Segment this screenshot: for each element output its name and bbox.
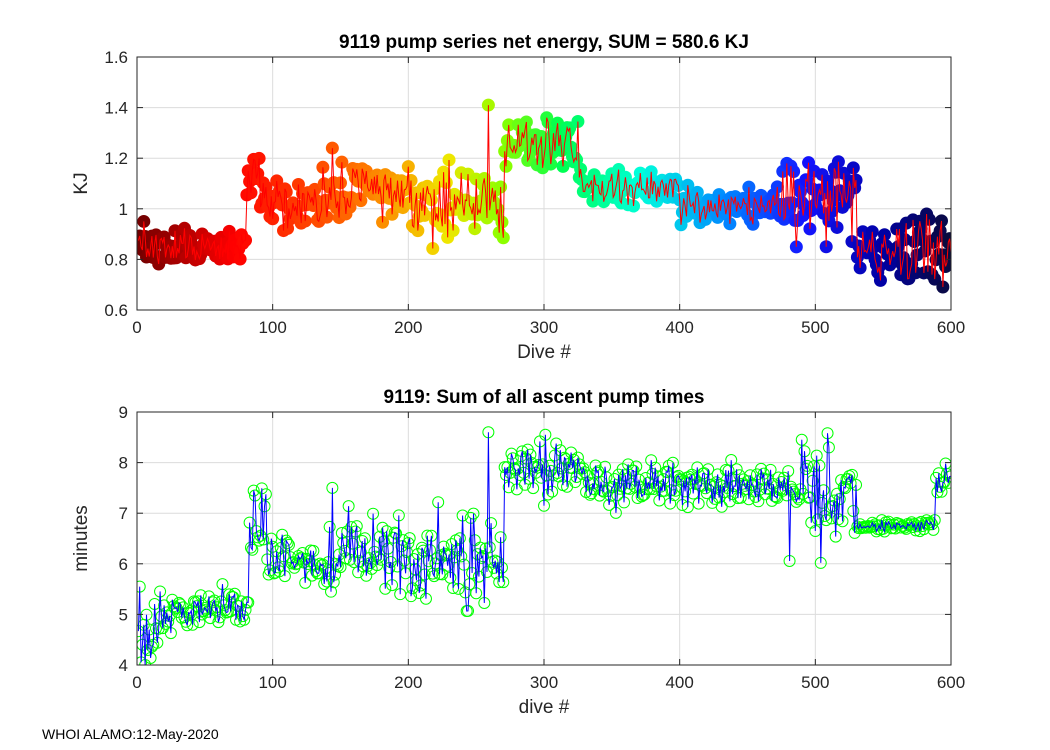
x-tick-label: 200 [394, 673, 422, 692]
x-axis-label: Dive # [517, 342, 571, 363]
data-point [281, 536, 294, 549]
data-point [315, 559, 328, 572]
x-tick-label: 400 [665, 673, 693, 692]
data-point [586, 477, 599, 490]
data-point [239, 603, 252, 616]
x-tick-label: 600 [937, 318, 965, 337]
data-point [943, 232, 951, 246]
data-point [388, 526, 401, 539]
data-point [926, 518, 939, 531]
data-point [855, 522, 868, 535]
x-tick-label: 100 [258, 673, 286, 692]
y-tick-label: 9 [119, 403, 128, 422]
data-point [181, 619, 194, 632]
series-line [137, 432, 951, 665]
chart-title: 9119: Sum of all ascent pump times [384, 387, 705, 408]
x-tick-label: 500 [801, 673, 829, 692]
y-tick-label: 7 [119, 504, 128, 523]
footer-credit: WHOI ALAMO:12-May-2020 [42, 726, 219, 742]
data-point [679, 485, 692, 498]
data-point [428, 570, 441, 583]
data-point [426, 242, 440, 256]
data-point [442, 153, 456, 167]
data-point [927, 523, 940, 536]
x-tick-label: 200 [394, 318, 422, 337]
chart-1: 0 100 200 300 400 500 600 4 5 6 7 8 9 9119: Sum of al… [71, 387, 965, 718]
y-tick-label: 6 [119, 555, 128, 574]
data-point [604, 489, 617, 502]
data-point [481, 98, 495, 112]
data-point [212, 616, 225, 629]
data-point [945, 470, 951, 483]
chart-0: 0 100 200 300 400 500 600 0.6 0.8 1 1.2 1.4 1.6 9119 … [71, 32, 965, 363]
data-point [238, 613, 251, 626]
x-tick-label: 300 [530, 318, 558, 337]
y-tick-label: 1.4 [104, 99, 128, 118]
data-point [506, 452, 519, 465]
y-tick-label: 0.6 [104, 301, 128, 320]
data-point [603, 498, 616, 511]
x-tick-label: 0 [132, 673, 141, 692]
x-tick-label: 600 [937, 673, 965, 692]
y-axis-label: KJ [71, 172, 92, 194]
data-point [411, 224, 425, 238]
data-point [361, 560, 374, 573]
y-tick-label: 1.2 [104, 149, 128, 168]
data-group [137, 98, 951, 294]
x-axis-label: dive # [519, 697, 570, 718]
y-tick-label: 8 [119, 454, 128, 473]
data-point [301, 558, 314, 571]
series-line [137, 105, 951, 288]
x-tick-label: 500 [801, 318, 829, 337]
y-axis-label: minutes [71, 505, 92, 572]
chart-title: 9119 pump series net energy, SUM = 580.6… [339, 32, 749, 53]
y-tick-label: 0.8 [104, 250, 128, 269]
data-point [446, 224, 460, 238]
y-tick-label: 1.6 [104, 48, 128, 67]
data-point [641, 483, 654, 496]
y-tick-label: 5 [119, 605, 128, 624]
x-tick-label: 0 [132, 318, 141, 337]
data-point [173, 596, 186, 609]
x-tick-label: 100 [258, 318, 286, 337]
data-point [654, 480, 667, 493]
y-tick-label: 4 [119, 656, 128, 675]
data-point [182, 606, 195, 619]
data-point [844, 477, 857, 490]
data-point [174, 598, 187, 611]
data-point [282, 538, 295, 551]
x-tick-label: 300 [530, 673, 558, 692]
x-tick-label: 400 [665, 318, 693, 337]
data-point [600, 471, 613, 484]
y-tick-label: 1 [119, 200, 128, 219]
data-group [137, 426, 951, 665]
data-point [354, 546, 367, 559]
data-point [337, 536, 350, 549]
data-point [325, 141, 339, 155]
data-point [826, 500, 839, 513]
data-point [429, 557, 442, 570]
data-point [401, 160, 415, 174]
